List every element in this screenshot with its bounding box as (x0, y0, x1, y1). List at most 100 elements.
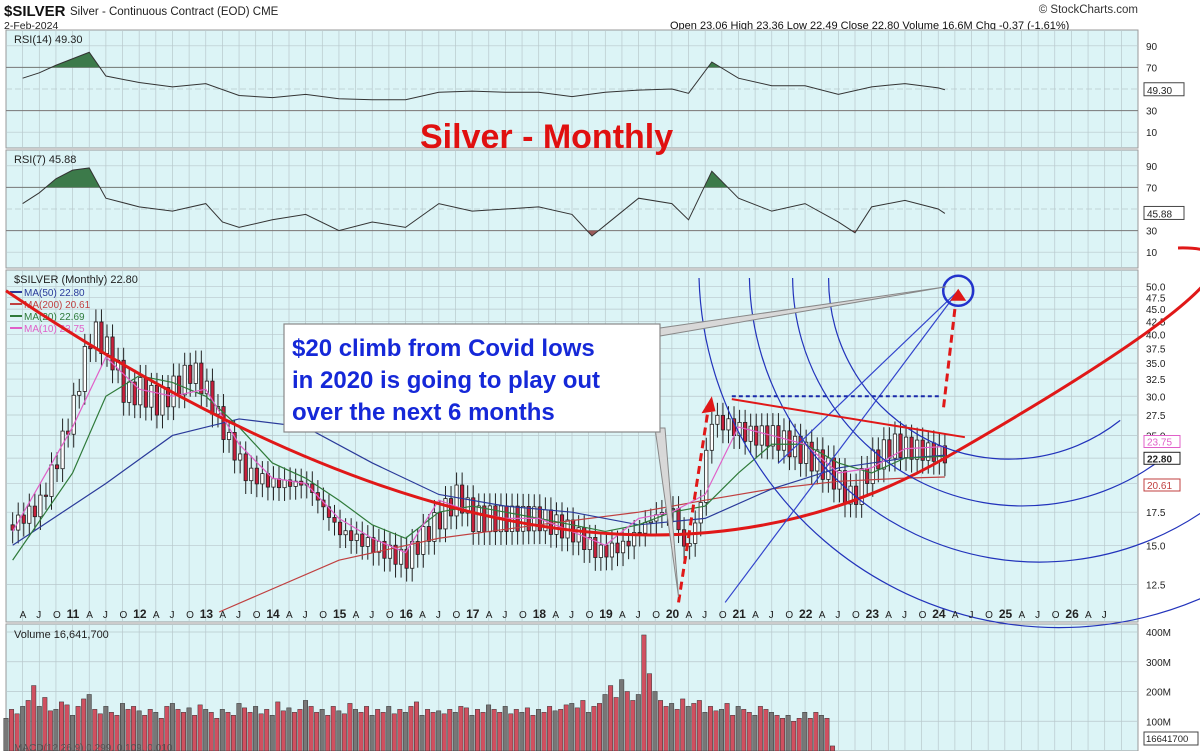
candle-body (615, 542, 620, 554)
volume-bar (408, 706, 414, 751)
x-tick-label: J (769, 610, 774, 621)
x-tick-label: 24 (932, 607, 946, 621)
candle-body (715, 414, 720, 425)
silver-monthly-title: Silver - Monthly (420, 118, 673, 156)
volume-bar (36, 706, 42, 751)
candle-body (604, 544, 609, 558)
candle-body (437, 512, 442, 530)
candle-body (199, 362, 204, 395)
volume-bar (591, 706, 597, 751)
volume-bar (757, 706, 763, 751)
volume-bar (497, 712, 503, 751)
candle-body (709, 423, 714, 451)
x-tick-label: A (353, 610, 360, 621)
volume-bar (702, 712, 708, 751)
candle-body (632, 532, 637, 547)
x-tick-label: J (36, 610, 41, 621)
candle-body (43, 494, 49, 497)
volume-bar (280, 710, 286, 751)
fan-line (724, 290, 959, 603)
x-tick-label: 18 (533, 607, 547, 621)
rsi-last-box (1143, 205, 1185, 220)
candle-body (143, 377, 148, 408)
fib-arc (748, 277, 1200, 563)
volume-bar (530, 715, 536, 751)
x-tick-label: J (303, 610, 308, 621)
candle-body (271, 478, 276, 488)
candle-body (626, 540, 631, 547)
candle-body (620, 540, 626, 554)
candle-body (682, 529, 687, 547)
x-tick-label: O (1052, 610, 1060, 621)
candle-body (831, 457, 836, 490)
covid-climb-arrow (677, 407, 710, 603)
volume-bar (153, 712, 159, 751)
candle-body (476, 505, 481, 532)
x-tick-label: A (885, 610, 892, 621)
volume-bar (197, 704, 203, 751)
x-tick-label: J (502, 610, 507, 621)
rsi-oversold-fill (22, 110, 945, 111)
volume-bar (352, 709, 358, 751)
candle-body (132, 381, 137, 406)
candle-body (27, 505, 32, 524)
volume-bar (447, 709, 453, 751)
volume-bar (375, 709, 381, 751)
candle-body (837, 470, 842, 490)
volume-bar (519, 712, 525, 751)
candle-body (781, 430, 787, 451)
x-tick-label: O (253, 610, 261, 621)
x-tick-label: O (186, 610, 194, 621)
candle-body (93, 321, 98, 350)
candle-body (648, 520, 653, 523)
x-tick-label: A (153, 610, 160, 621)
candle-body (826, 457, 831, 480)
candle-body (587, 537, 592, 551)
candle-body (343, 530, 348, 536)
volume-tick-label: 400M (1146, 628, 1171, 639)
x-tick-label: A (819, 610, 826, 621)
volume-bar (791, 721, 797, 751)
x-tick-label: J (169, 610, 174, 621)
chart-header: $SILVER Silver - Continuous Contract (EO… (0, 0, 1200, 32)
x-tick-label: 12 (133, 607, 147, 621)
volume-bar (131, 706, 137, 751)
volume-bar (524, 707, 530, 751)
rsi-tick-label: 10 (1146, 248, 1158, 259)
ma20-line (12, 375, 945, 561)
candle-body (38, 494, 43, 518)
stockcharts-brand[interactable]: © StockCharts.com (1038, 4, 1138, 16)
x-tick-label: 13 (200, 607, 214, 621)
candle-body (593, 537, 598, 558)
volume-bar (602, 694, 608, 751)
volume-bar (830, 745, 835, 751)
rsi-last-value: 49.30 (1147, 86, 1172, 97)
volume-bar (818, 715, 824, 751)
volume-bar (20, 706, 26, 751)
x-tick-label: J (902, 610, 907, 621)
volume-bar (669, 703, 675, 751)
candle-body (931, 442, 936, 462)
candle-body (559, 514, 565, 539)
volume-tick-label: 100M (1146, 717, 1171, 728)
volume-bar (369, 715, 375, 751)
volume-bar (192, 715, 198, 751)
candle-body (326, 506, 332, 518)
volume-tick-label: 200M (1146, 688, 1171, 699)
x-tick-label: O (452, 610, 460, 621)
x-tick-label: A (952, 610, 959, 621)
volume-bar (430, 712, 436, 751)
candle-body (165, 387, 171, 408)
candle-body (182, 364, 187, 396)
x-tick-label: 17 (466, 607, 480, 621)
candle-body (471, 497, 476, 532)
legend-entry: MA(50) 22.80 (24, 288, 85, 299)
candle-body (110, 336, 115, 371)
volume-bar (364, 706, 370, 751)
volume-bar (458, 706, 464, 751)
x-tick-label: O (652, 610, 660, 621)
x-tick-label: J (436, 610, 441, 621)
x-tick-label: O (985, 610, 993, 621)
volume-bar (247, 712, 253, 751)
legend-entry: MA(200) 20.61 (24, 300, 91, 311)
